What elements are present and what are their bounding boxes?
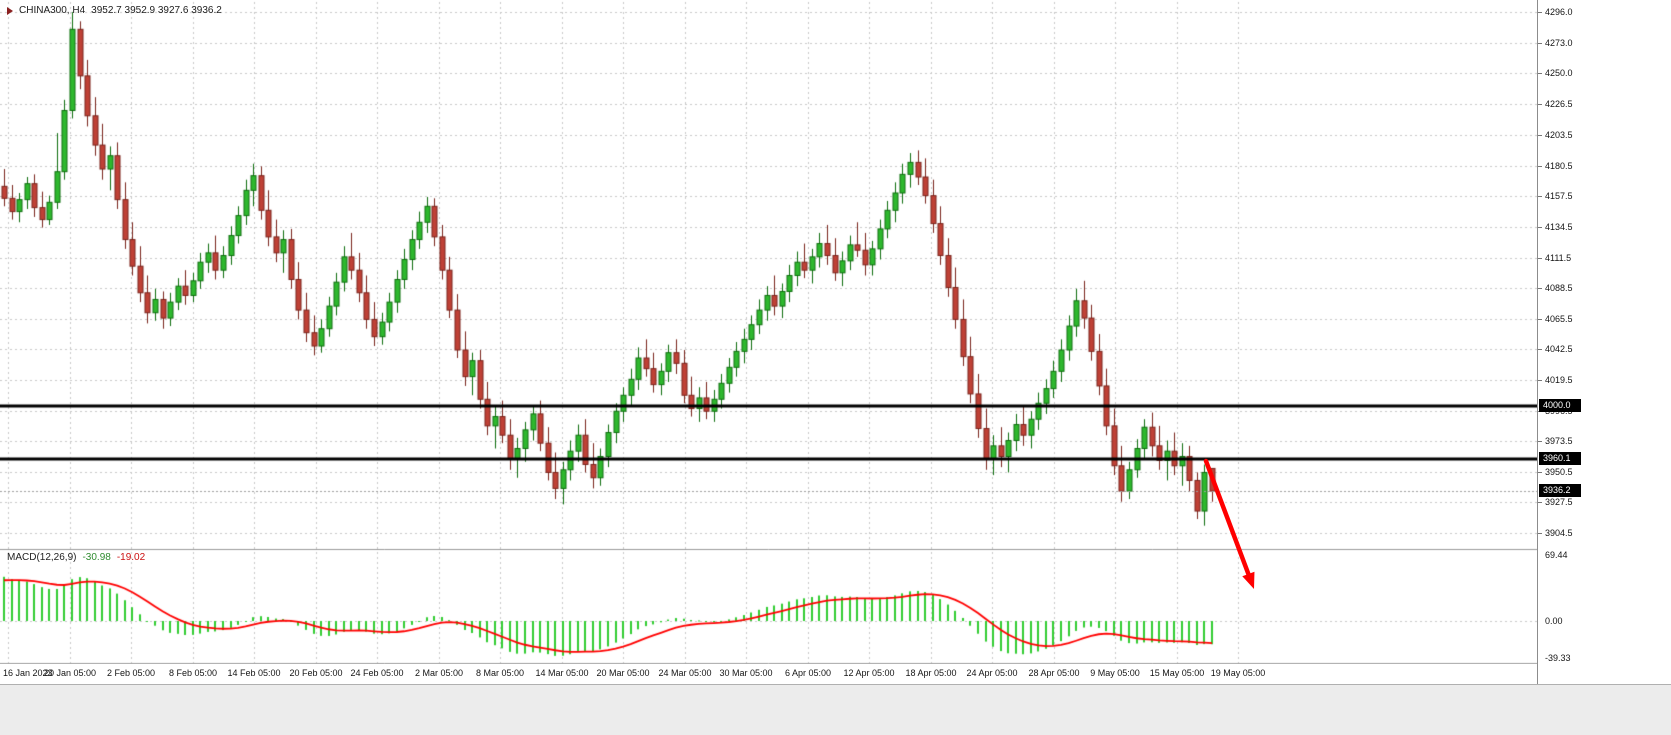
price-tick-mark (1538, 380, 1542, 381)
time-axis-label: 14 Feb 05:00 (227, 668, 281, 678)
price-tick-mark (1538, 104, 1542, 105)
time-axis-label: 8 Mar 05:00 (475, 668, 525, 678)
time-axis-label: 24 Feb 05:00 (350, 668, 404, 678)
time-axis-label: 2 Feb 05:00 (106, 668, 156, 678)
time-axis-label: 18 Apr 05:00 (905, 668, 957, 678)
arrow-shaft[interactable] (1203, 458, 1251, 577)
ohlc-values-label: 3952.7 3952.9 3927.6 3936.2 (91, 5, 222, 16)
price-tick-mark (1538, 502, 1542, 503)
price-tick-label: 4019.5 (1545, 375, 1573, 385)
price-tick-label: 4250.0 (1545, 68, 1573, 78)
macd-signal-value: -19.02 (116, 552, 146, 563)
time-axis[interactable]: 16 Jan 2023 20 Jan 05:00 2 Feb 05:00 8 Feb … (0, 664, 1537, 684)
macd-value: -30.98 (82, 552, 111, 563)
price-tick-mark (1538, 258, 1542, 259)
price-tick-label: 4273.0 (1545, 38, 1573, 48)
price-tick-label: 4042.5 (1545, 344, 1573, 354)
candlestick-chart-canvas[interactable] (0, 0, 1537, 684)
price-tick-label: 3927.5 (1545, 497, 1573, 507)
time-axis-label: 14 Mar 05:00 (535, 668, 589, 678)
time-axis-label: 20 Feb 05:00 (289, 668, 343, 678)
window-bottom-strip (0, 684, 1671, 735)
time-axis-label: 30 Mar 05:00 (719, 668, 773, 678)
price-tick-mark (1538, 349, 1542, 350)
price-tick-label: 4134.5 (1545, 222, 1573, 232)
price-tick-label: 4111.5 (1545, 253, 1572, 263)
time-axis-label: 6 Apr 05:00 (784, 668, 832, 678)
macd-label: MACD(12,26,9) (7, 552, 77, 563)
level-price-label[interactable]: 3960.1 (1539, 452, 1581, 465)
time-axis-label: 19 May 05:00 (1210, 668, 1266, 678)
level-price-label[interactable]: 4000.0 (1539, 399, 1581, 412)
price-tick-mark (1538, 196, 1542, 197)
price-tick-mark (1538, 441, 1542, 442)
price-tick-mark (1538, 227, 1542, 228)
symbol-marker-icon (7, 6, 13, 15)
price-tick-mark (1538, 135, 1542, 136)
arrow-head-icon[interactable] (1242, 571, 1255, 589)
macd-tick-label: 0.00 (1545, 616, 1563, 626)
time-axis-label: 15 May 05:00 (1149, 668, 1205, 678)
time-axis-label: 28 Apr 05:00 (1028, 668, 1080, 678)
macd-tick-label: -39.33 (1545, 653, 1571, 663)
symbol-timeframe-label: CHINA300, H4 (19, 5, 86, 16)
price-tick-label: 4180.5 (1545, 161, 1573, 171)
sell-arrow-annotation[interactable] (0, 0, 1537, 684)
bid-price-label: 3936.2 (1539, 484, 1581, 497)
time-axis-label: 20 Mar 05:00 (596, 668, 650, 678)
macd-indicator-header: MACD(12,26,9) -30.98 -19.02 (7, 552, 145, 563)
price-tick-mark (1538, 12, 1542, 13)
price-tick-label: 3950.5 (1545, 467, 1573, 477)
price-tick-label: 4296.0 (1545, 7, 1573, 17)
macd-tick-label: 69.44 (1545, 550, 1568, 560)
price-tick-mark (1538, 288, 1542, 289)
price-tick-mark (1538, 533, 1542, 534)
price-tick-label: 4203.5 (1545, 130, 1573, 140)
price-tick-label: 3904.5 (1545, 528, 1573, 538)
price-tick-mark (1538, 43, 1542, 44)
time-axis-label: 9 May 05:00 (1090, 668, 1140, 678)
time-axis-label: 24 Mar 05:00 (658, 668, 712, 678)
time-axis-label: 12 Apr 05:00 (843, 668, 895, 678)
time-axis-label: 24 Apr 05:00 (966, 668, 1018, 678)
price-tick-mark (1538, 73, 1542, 74)
price-tick-label: 3973.5 (1545, 436, 1573, 446)
price-tick-mark (1538, 472, 1542, 473)
price-axis[interactable]: 4296.0 4273.0 4250.0 4226.5 4203.5 4180.5 4157… (1537, 0, 1671, 684)
price-tick-label: 4065.5 (1545, 314, 1573, 324)
price-tick-mark (1538, 166, 1542, 167)
time-axis-label: 8 Feb 05:00 (168, 668, 218, 678)
time-axis-label: 20 Jan 05:00 (43, 668, 97, 678)
chart-symbol-header: CHINA300, H4 3952.7 3952.9 3927.6 3936.2 (7, 5, 222, 16)
price-tick-label: 4157.5 (1545, 191, 1573, 201)
time-axis-label: 16 Jan 2023 (3, 668, 53, 678)
price-tick-label: 4226.5 (1545, 99, 1573, 109)
price-tick-mark (1538, 319, 1542, 320)
price-tick-label: 4088.5 (1545, 283, 1573, 293)
time-axis-label: 2 Mar 05:00 (414, 668, 464, 678)
